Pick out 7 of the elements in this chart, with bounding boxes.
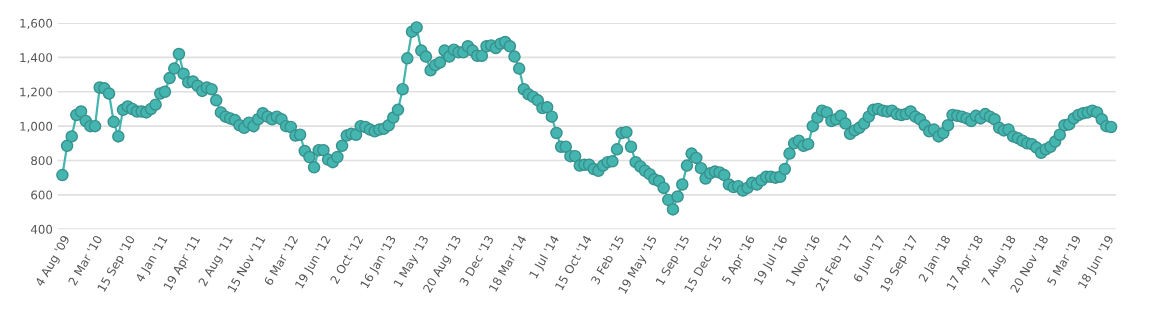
y-tick-label: 1,400: [20, 53, 53, 64]
y-tick-label: 1,200: [20, 87, 53, 98]
y-tick-label: 600: [31, 190, 53, 200]
y-tick-label: 400: [30, 224, 53, 234]
y-tick-label: 1,000: [20, 121, 53, 132]
y-tick-label: 800: [31, 156, 53, 166]
y-tick-label: 1,600: [20, 18, 53, 29]
